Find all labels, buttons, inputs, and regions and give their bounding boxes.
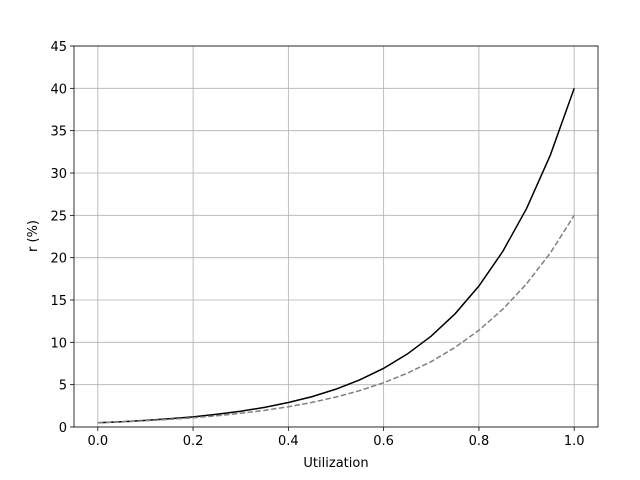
line-series [97,214,575,424]
x-axis-label: Utilization [303,456,368,471]
line-series [97,88,575,424]
y-tick-label: 25 [50,209,67,224]
x-tick-label: 0.4 [278,434,299,449]
x-tick-label: 0.0 [87,434,108,449]
plot-frame [73,45,599,428]
x-tick-label: 0.2 [183,434,204,449]
x-tick-label: 0.8 [469,434,490,449]
y-tick-label: 30 [50,167,67,182]
y-tick-label: 15 [50,294,67,309]
x-tick-label: 1.0 [564,434,585,449]
y-tick-label: 0 [59,421,67,436]
y-axis-label: r (%) [26,220,41,252]
y-tick-label: 5 [59,379,67,394]
x-tick-label: 0.6 [373,434,394,449]
y-tick-label: 40 [50,82,67,97]
y-tick-label: 35 [50,125,67,140]
y-tick-label: 45 [50,40,67,55]
y-tick-label: 10 [50,336,67,351]
y-tick-label: 20 [50,252,67,267]
